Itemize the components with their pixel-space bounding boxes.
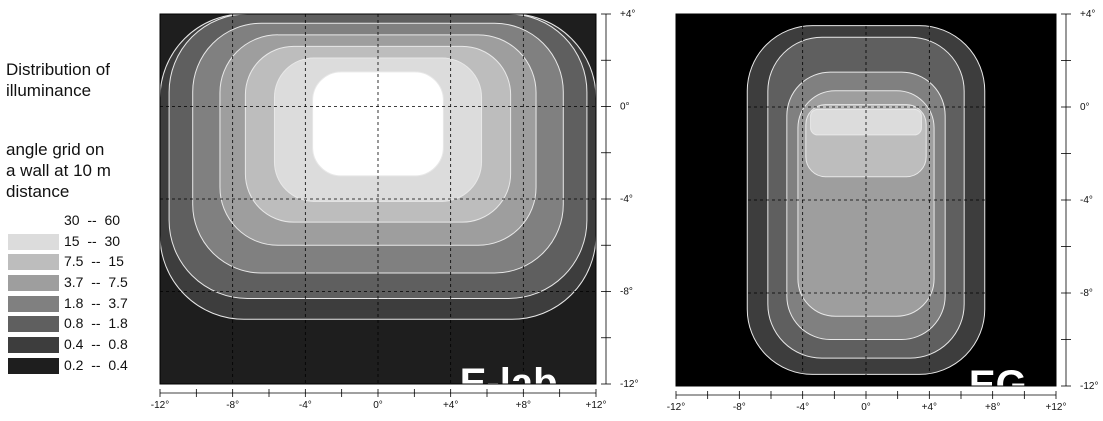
y-tick-label: -8° <box>620 287 633 298</box>
legend-label: 15 -- 30 <box>64 232 121 249</box>
overlay-label: E-lab <box>460 361 558 405</box>
legend-item: 7.5 -- 15 <box>8 252 156 273</box>
legend-label: 1.8 -- 3.7 <box>64 294 128 311</box>
legend-swatch <box>8 275 59 292</box>
legend: 30 -- 60 15 -- 30 7.5 -- 15 3.7 -- 7.5 1.8 -… <box>8 211 156 377</box>
y-tick-label: -8° <box>1080 288 1093 299</box>
y-tick-label: -4° <box>1080 195 1093 206</box>
caption-line-3: angle grid on <box>6 140 105 159</box>
legend-item: 0.8 -- 1.8 <box>8 314 156 335</box>
y-tick-label: 0° <box>620 102 630 113</box>
plot-frame <box>159 13 597 385</box>
x-tick-label: -12° <box>667 402 685 413</box>
x-tick-label: -12° <box>151 400 169 411</box>
legend-swatch <box>8 254 59 271</box>
legend-swatch <box>8 233 59 250</box>
x-tick-label: +4° <box>922 402 937 413</box>
caption-line-2: illuminance <box>6 81 92 100</box>
legend-item: 0.2 -- 0.4 <box>8 356 156 377</box>
caption-line-4: a wall at 10 m <box>6 161 111 180</box>
legend-label: 3.7 -- 7.5 <box>64 274 128 291</box>
x-tick-label: +8° <box>516 400 531 411</box>
legend-item: 15 -- 30 <box>8 232 156 253</box>
y-tick-label: -12° <box>620 379 638 390</box>
legend-item: 30 -- 60 <box>8 211 156 232</box>
y-tick-label: +4° <box>1080 9 1095 20</box>
legend-item: 1.8 -- 3.7 <box>8 294 156 315</box>
overlay-label: EG <box>969 363 1027 407</box>
chart-1: E-lab+4°0°-4°-8°-12°-12° -8° -4° 0° +4° +8° +1… <box>151 9 639 411</box>
legend-swatch <box>8 357 59 374</box>
x-tick-label: -4° <box>796 402 809 413</box>
x-tick-label: 0° <box>861 402 871 413</box>
x-tick-label: -4° <box>299 400 312 411</box>
legend-label: 0.4 -- 0.8 <box>64 336 128 353</box>
x-tick-label: +8° <box>985 402 1000 413</box>
x-tick-label: -8° <box>226 400 239 411</box>
x-tick-label: -8° <box>733 402 746 413</box>
x-tick-label: 0° <box>373 400 383 411</box>
legend-swatch <box>8 337 59 354</box>
x-tick-label: +4° <box>443 400 458 411</box>
legend-item: 0.4 -- 0.8 <box>8 335 156 356</box>
legend-swatch <box>8 213 59 229</box>
plot-frame <box>675 13 1057 387</box>
legend-item: 3.7 -- 7.5 <box>8 273 156 294</box>
legend-label: 30 -- 60 <box>64 212 121 228</box>
x-tick-label: +12° <box>586 400 607 411</box>
legend-label: 0.2 -- 0.4 <box>64 356 128 373</box>
caption-line-1: Distribution of <box>6 60 110 79</box>
x-tick-label: +12° <box>1046 402 1067 413</box>
legend-swatch <box>8 295 59 312</box>
legend-label: 0.8 -- 1.8 <box>64 315 128 332</box>
y-tick-label: 0° <box>1080 102 1090 113</box>
chart-2: EG +4° 0° -4° -8° -12° -12° -8° -4° 0° +4° +8° +12° <box>667 9 1099 413</box>
y-tick-label: -4° <box>620 194 633 205</box>
legend-label: 7.5 -- 15 <box>64 253 124 270</box>
y-tick-label: +4° <box>620 9 635 20</box>
y-tick-label: -12° <box>1080 381 1098 392</box>
legend-swatch <box>8 316 59 333</box>
caption-line-5: distance <box>6 182 70 201</box>
